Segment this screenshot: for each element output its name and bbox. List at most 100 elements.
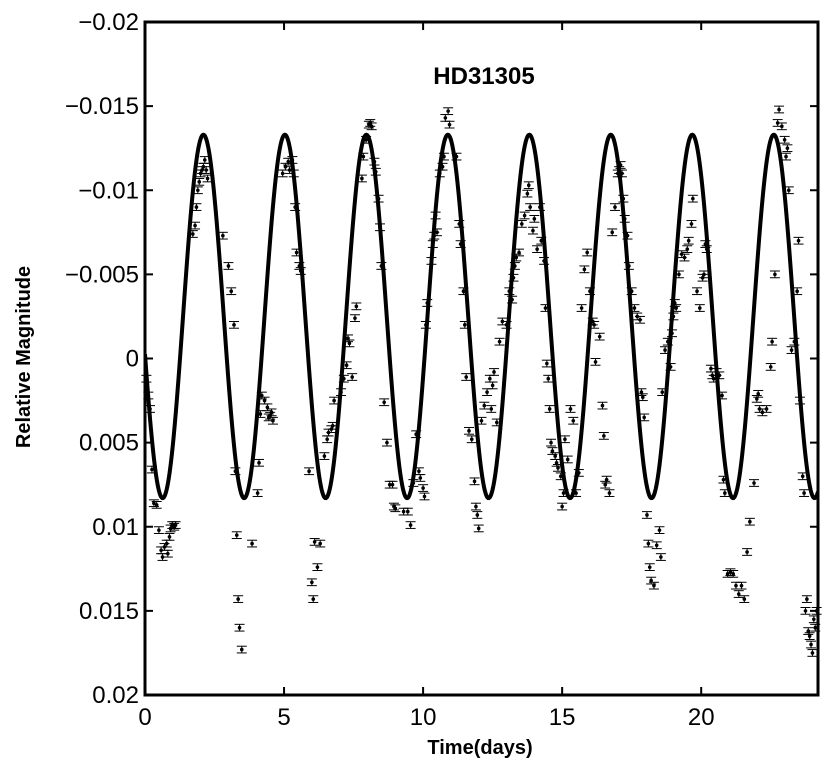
data-point-marker — [663, 348, 667, 352]
data-point-marker — [786, 188, 791, 193]
data-point-marker — [435, 230, 439, 235]
data-point-marker — [734, 583, 738, 588]
data-point-marker — [613, 205, 617, 209]
data-point — [774, 105, 785, 114]
data-point-marker — [682, 255, 687, 260]
data-point — [607, 228, 618, 237]
data-point-marker — [549, 440, 553, 445]
data-point-marker — [698, 306, 702, 310]
data-point — [641, 511, 652, 519]
data-point-marker — [260, 393, 264, 398]
data-point-marker — [469, 437, 474, 442]
data-point-marker — [488, 376, 492, 381]
data-point — [329, 396, 340, 405]
data-point-marker — [720, 393, 724, 398]
x-tick-label: 10 — [410, 704, 437, 731]
data-point-marker — [294, 250, 299, 255]
data-point-marker — [642, 415, 646, 420]
data-point-marker — [813, 625, 818, 630]
data-point — [312, 563, 323, 571]
data-point-marker — [563, 437, 567, 442]
data-point-marker — [545, 361, 549, 366]
data-point — [765, 363, 776, 371]
data-point — [803, 627, 814, 635]
data-point-marker — [725, 572, 730, 576]
data-point-marker — [748, 519, 752, 524]
data-point — [201, 166, 212, 174]
data-point-marker — [773, 272, 777, 277]
data-point-marker — [777, 107, 781, 112]
data-point — [390, 504, 401, 513]
data-point — [654, 526, 665, 534]
data-point — [686, 220, 697, 228]
data-point — [419, 492, 430, 501]
data-point — [157, 553, 168, 561]
data-point-marker — [152, 501, 156, 505]
data-point-marker — [522, 213, 527, 218]
data-point — [767, 337, 778, 346]
data-point-marker — [592, 323, 596, 327]
data-point-marker — [547, 407, 552, 411]
data-point — [544, 405, 555, 413]
data-point — [262, 403, 273, 412]
data-point-marker — [344, 363, 349, 368]
data-point-marker — [417, 469, 421, 474]
data-point — [418, 484, 429, 492]
data-point — [532, 245, 543, 254]
data-point-marker — [422, 494, 427, 499]
data-point-marker — [250, 541, 254, 546]
data-point-marker — [550, 449, 555, 453]
data-point-marker — [721, 477, 726, 482]
data-point-marker — [265, 405, 270, 410]
data-point — [779, 135, 790, 144]
data-point — [541, 359, 552, 368]
data-point — [466, 435, 477, 444]
data-point — [228, 320, 239, 329]
data-point-marker — [361, 154, 366, 159]
data-point — [719, 489, 730, 497]
data-point-marker — [805, 597, 809, 601]
data-point-marker — [234, 533, 239, 537]
data-point-marker — [447, 122, 452, 127]
data-point-marker — [467, 429, 471, 433]
data-point — [594, 332, 605, 341]
data-point-marker — [745, 550, 749, 554]
data-point-marker — [796, 238, 801, 243]
data-point-marker — [556, 466, 560, 470]
data-point-marker — [800, 474, 805, 479]
data-point — [776, 122, 787, 131]
x-tick-label: 15 — [549, 704, 576, 731]
data-point-marker — [709, 366, 713, 371]
data-point-marker — [640, 395, 645, 399]
data-point — [687, 194, 698, 203]
data-point-marker — [164, 541, 169, 546]
data-point-marker — [768, 365, 773, 369]
data-point-marker — [354, 304, 359, 309]
data-point — [162, 549, 173, 558]
data-point-marker — [752, 481, 756, 485]
data-point-marker — [731, 572, 735, 576]
data-point — [568, 416, 579, 425]
data-point — [546, 438, 557, 447]
data-point — [479, 401, 490, 410]
data-point — [486, 405, 497, 413]
y-tick-label: −0.02 — [78, 9, 139, 36]
data-point — [565, 405, 576, 413]
data-point — [643, 539, 654, 548]
data-point — [469, 477, 480, 486]
data-point-marker — [560, 504, 564, 509]
data-point-marker — [497, 339, 502, 344]
data-point — [529, 214, 540, 223]
data-point-marker — [271, 418, 275, 423]
data-point-marker — [194, 205, 199, 209]
data-point-marker — [269, 410, 274, 415]
data-point-marker — [654, 543, 659, 548]
data-point — [744, 517, 755, 526]
data-point — [223, 262, 234, 270]
data-point-marker — [795, 289, 799, 294]
data-point — [749, 479, 760, 487]
data-point-marker — [443, 116, 448, 120]
data-point-marker — [369, 124, 374, 129]
data-point-marker — [353, 316, 357, 320]
